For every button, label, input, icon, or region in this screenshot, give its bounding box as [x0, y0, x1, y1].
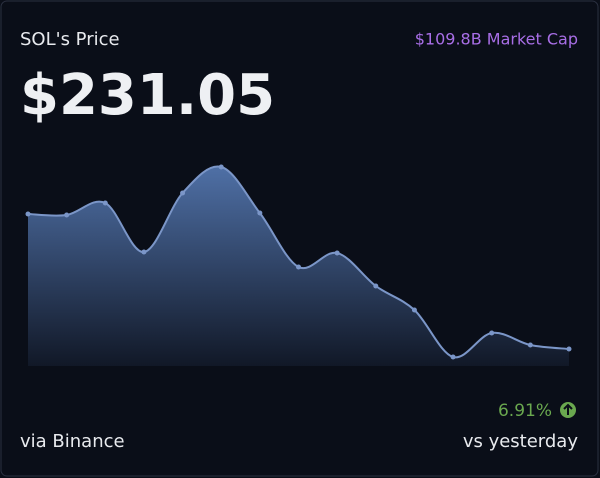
point [102, 200, 108, 206]
point [489, 330, 495, 336]
up-icon [560, 402, 576, 418]
point [450, 354, 456, 360]
comparison: vs yesterday [463, 431, 579, 452]
point [566, 346, 572, 352]
point [64, 212, 70, 218]
point [180, 190, 186, 196]
point [257, 210, 263, 216]
source: via Binance [20, 431, 125, 452]
title: SOL's Price [20, 29, 120, 50]
change: 6.91% [498, 401, 552, 421]
market-cap: $109.8B Market Cap [415, 30, 578, 49]
point [527, 342, 533, 348]
point [411, 307, 417, 313]
point [296, 264, 301, 270]
point [218, 164, 224, 170]
point [334, 250, 340, 256]
area-fill [28, 166, 569, 366]
sparkline [25, 164, 572, 366]
point [373, 283, 379, 289]
price: $231.05 [20, 63, 275, 128]
point [25, 211, 31, 217]
point [141, 249, 147, 255]
